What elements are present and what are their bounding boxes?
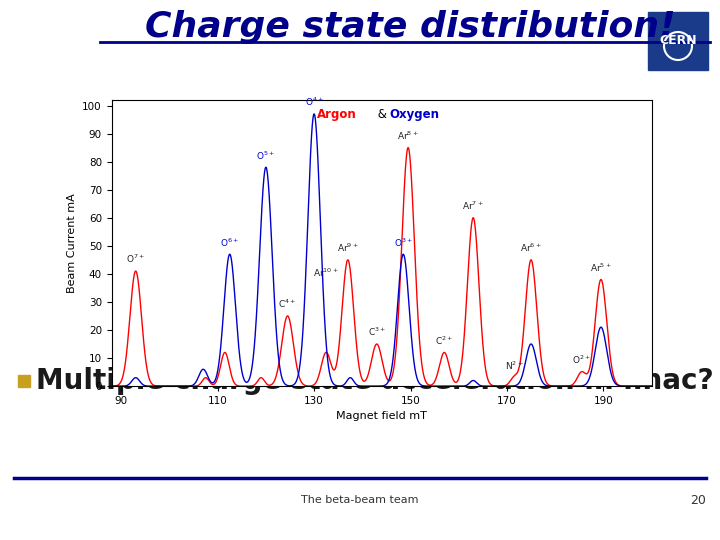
Text: CERN: CERN bbox=[660, 33, 697, 46]
FancyBboxPatch shape bbox=[648, 12, 708, 70]
Bar bbox=[18, 375, 30, 387]
X-axis label: Magnet field mT: Magnet field mT bbox=[336, 411, 427, 421]
Text: Ar$^{9+}$: Ar$^{9+}$ bbox=[337, 242, 359, 254]
Text: O$^{3+}$: O$^{3+}$ bbox=[394, 236, 413, 248]
Text: N$^{2+}$: N$^{2+}$ bbox=[505, 360, 523, 372]
Text: Ar$^{10+}$: Ar$^{10+}$ bbox=[313, 267, 339, 280]
Text: Ar$^{5+}$: Ar$^{5+}$ bbox=[590, 261, 612, 274]
Text: C$^{3+}$: C$^{3+}$ bbox=[368, 326, 386, 339]
Text: The beta-beam team: The beta-beam team bbox=[301, 495, 419, 505]
Text: C$^{4+}$: C$^{4+}$ bbox=[279, 298, 297, 310]
Text: C$^{2+}$: C$^{2+}$ bbox=[435, 334, 454, 347]
Text: Oxygen: Oxygen bbox=[390, 109, 440, 122]
Y-axis label: Beam Current mA: Beam Current mA bbox=[67, 193, 77, 293]
Text: O$^{7+}$: O$^{7+}$ bbox=[126, 253, 145, 266]
Text: Charge state distribution!: Charge state distribution! bbox=[145, 10, 675, 44]
Text: Multiple charge state acceleration in linac?: Multiple charge state acceleration in li… bbox=[36, 367, 714, 395]
Text: Ar$^{6+}$: Ar$^{6+}$ bbox=[520, 242, 542, 254]
Text: Ar$^{8+}$: Ar$^{8+}$ bbox=[397, 130, 419, 142]
Text: O$^{6+}$: O$^{6+}$ bbox=[220, 236, 239, 248]
Text: Argon: Argon bbox=[317, 109, 356, 122]
Text: &: & bbox=[374, 109, 390, 122]
Text: Ar$^{7+}$: Ar$^{7+}$ bbox=[462, 200, 484, 212]
Text: O$^{4+}$: O$^{4+}$ bbox=[305, 96, 323, 109]
Text: O$^{2+}$: O$^{2+}$ bbox=[572, 354, 591, 367]
Text: O$^{5+}$: O$^{5+}$ bbox=[256, 149, 275, 161]
Text: 20: 20 bbox=[690, 494, 706, 507]
